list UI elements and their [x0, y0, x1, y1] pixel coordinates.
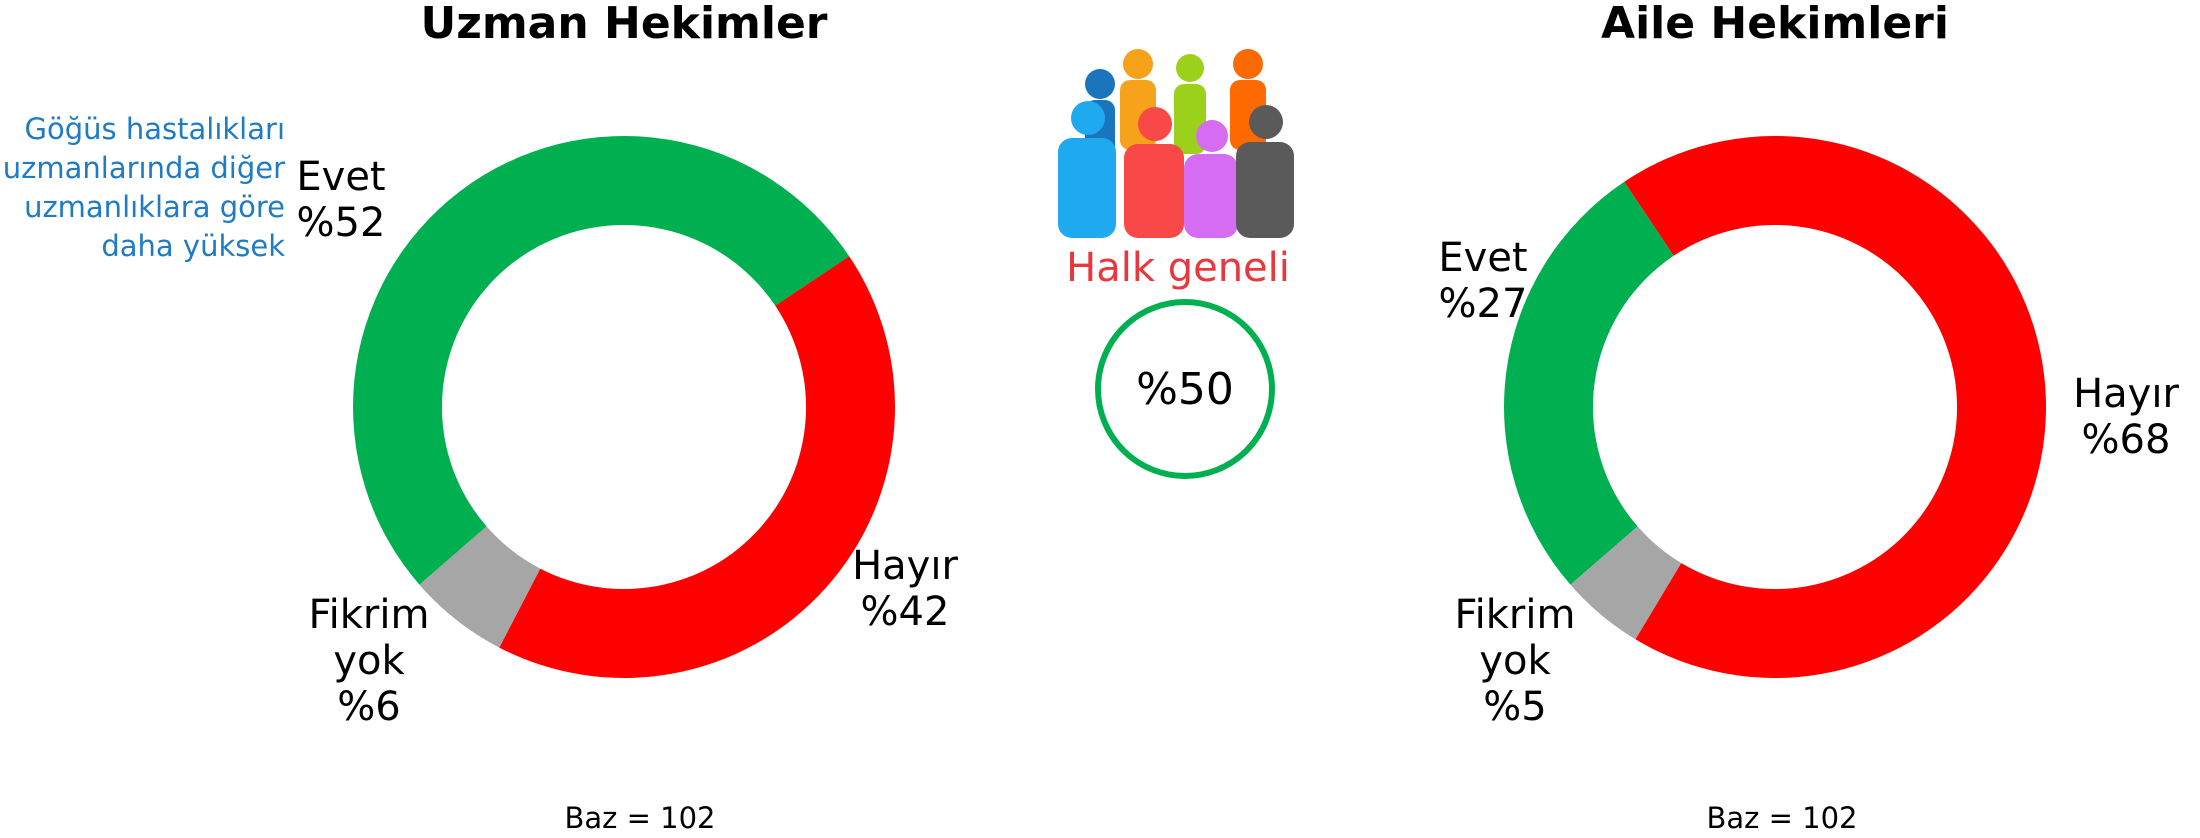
data-label: Fikrim yok %6 — [299, 592, 439, 730]
value-label: %27 — [1439, 281, 1528, 327]
page: Halk geneli %50 Uzman Hekimler Baz = 102 A… — [0, 0, 2200, 838]
value-label: %52 — [297, 200, 386, 246]
data-label: Evet %27 — [1413, 235, 1553, 327]
value-label: %42 — [861, 589, 950, 635]
category-label: Evet — [296, 154, 385, 200]
data-label: Hayır %68 — [2056, 371, 2196, 463]
chart-title: Uzman Hekimler — [421, 0, 828, 49]
base-note: Baz = 102 — [565, 801, 716, 835]
data-label: Evet %52 — [271, 154, 411, 246]
value-label: %5 — [1483, 684, 1546, 730]
category-label: Hayır — [2073, 371, 2179, 417]
chart-title: Aile Hekimleri — [1601, 0, 1949, 49]
value-label: %6 — [337, 684, 400, 730]
inner-band — [1604, 236, 1946, 578]
annotation-line: uzmanlıklara göre — [3, 188, 285, 227]
base-note: Baz = 102 — [1707, 801, 1858, 835]
category-label: Fikrim yok — [309, 592, 430, 684]
annotation-line: uzmanlarında diğer — [3, 149, 285, 188]
overall-label: Halk geneli — [1066, 245, 1290, 291]
people-icon — [1058, 49, 1294, 238]
category-label: Hayır — [852, 543, 958, 589]
donut-segment — [1624, 136, 2046, 678]
annotation-line: Göğüs hastalıkları — [3, 110, 285, 149]
value-label: %68 — [2082, 417, 2171, 463]
category-label: Fikrim yok — [1455, 592, 1576, 684]
data-label: Fikrim yok %5 — [1445, 592, 1585, 730]
inner-band — [453, 236, 795, 578]
data-label: Hayır %42 — [835, 543, 975, 635]
category-label: Evet — [1438, 235, 1527, 281]
overall-value: %50 — [1136, 364, 1234, 415]
annotation-line: daha yüksek — [3, 227, 285, 266]
